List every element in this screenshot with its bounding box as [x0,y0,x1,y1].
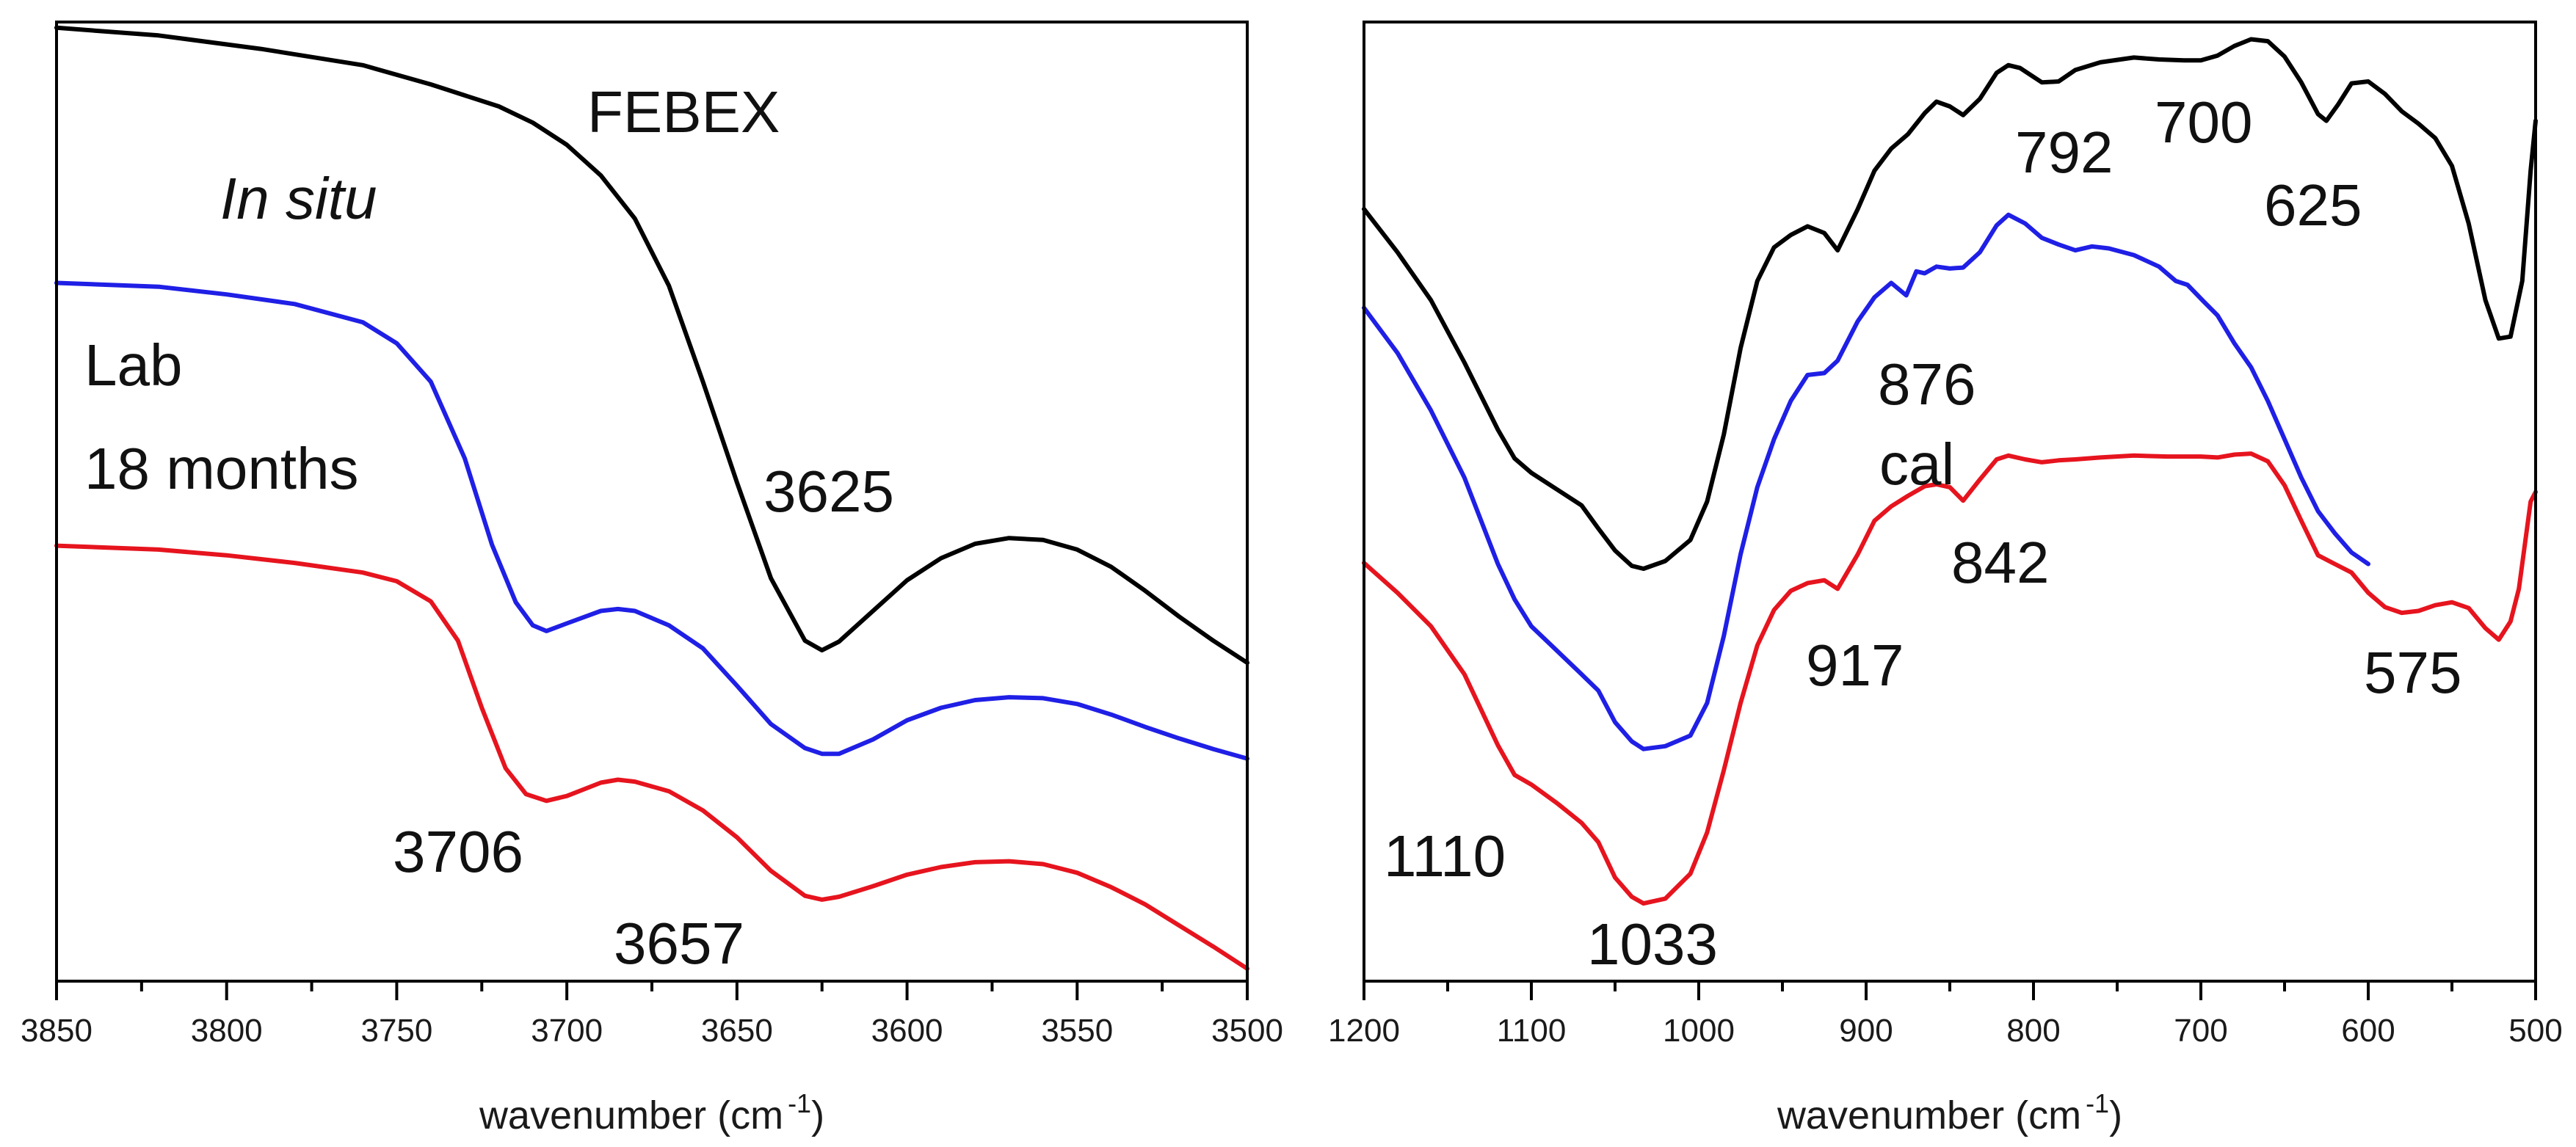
right-series-febex-in-situ-line [1362,37,2538,571]
left-series-lab-18-months-line [54,280,1249,761]
peak-label-876: 876 [1878,352,1975,417]
right-x-ticks [1363,981,2537,1000]
peak-label-3657: 3657 [614,911,744,976]
left-tick-label: 3750 [360,1013,432,1049]
right-tick-label: 800 [2006,1013,2060,1049]
peak-label-917: 917 [1806,633,1904,698]
right-tick-label: 1100 [1497,1013,1567,1049]
peak-label-1110: 1110 [1384,823,1506,889]
label-febex: FEBEX [587,79,780,145]
label-18-months: 18 months [84,436,359,501]
left-tick-label: 3850 [21,1013,92,1049]
left-tick-label: 3600 [871,1013,943,1049]
right-curves [1362,37,2538,906]
peak-label-575: 575 [2364,640,2461,705]
left-curves [54,25,1249,971]
right-tick-label: 1200 [1328,1013,1400,1049]
peak-label-3706: 3706 [393,819,523,884]
right-series-febex-lab-line [1362,451,2538,906]
peak-label-3625: 3625 [763,459,894,524]
peak-label-842: 842 [1951,530,2049,595]
right-x-axis-title: wavenumber (cm -1) [1777,1088,2122,1137]
peak-label-700: 700 [2155,90,2252,155]
peak-label-792: 792 [2015,120,2113,185]
left-x-axis-title: wavenumber (cm -1) [479,1088,824,1137]
left-series-febex-in-situ-line [54,25,1249,666]
label-in-situ: In situ [220,166,377,231]
right-tick-label: 600 [2341,1013,2395,1049]
left-tick-label: 3800 [191,1013,263,1049]
label-cal: cal [1879,432,1954,497]
left-series-febex-lab-line [54,543,1249,971]
left-tick-label: 3700 [531,1013,603,1049]
left-tick-label: 3650 [701,1013,773,1049]
left-x-ticks [55,981,1249,1000]
left-tick-label: 3500 [1211,1013,1283,1049]
right-tick-label: 1000 [1663,1013,1735,1049]
right-x-tick-labels: 1200 1100 1000 900 800 700 600 500 [1328,1013,2563,1049]
right-tick-label: 700 [2174,1013,2227,1049]
peak-label-1033: 1033 [1587,911,1718,977]
right-panel: 1200 1100 1000 900 800 700 600 500 wavenumber (… [1328,21,2563,1137]
label-lab: Lab [84,332,182,398]
left-tick-label: 3550 [1041,1013,1113,1049]
peak-label-625: 625 [2264,172,2362,238]
right-plot-frame [1363,21,2537,983]
right-tick-label: 900 [1839,1013,1893,1049]
left-x-tick-labels: 3850 3800 3750 3700 3650 3600 3550 3500 [21,1013,1283,1049]
left-panel: 3850 3800 3750 3700 3650 3600 3550 3500 wavenum… [21,21,1283,1137]
right-series-lab-18-months-line [1362,212,2370,751]
right-tick-label: 500 [2508,1013,2562,1049]
